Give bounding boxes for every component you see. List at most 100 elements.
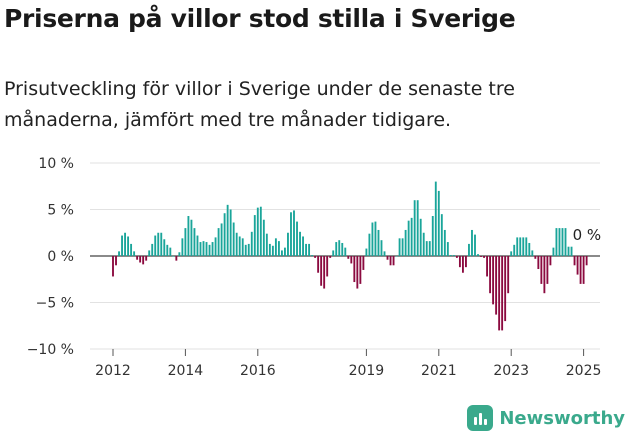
bar <box>253 215 256 256</box>
bar <box>368 233 371 256</box>
bar <box>247 243 250 256</box>
bar <box>175 256 178 261</box>
bar <box>567 246 570 256</box>
bar <box>217 228 220 256</box>
bar <box>552 247 555 256</box>
x-tick-label: 2012 <box>95 363 131 379</box>
bar <box>374 221 377 256</box>
bar <box>446 242 449 256</box>
y-tick-label: 5 % <box>47 203 74 219</box>
bar <box>576 256 579 275</box>
bar <box>558 228 561 256</box>
bar <box>516 237 519 256</box>
chart-subtitle: Prisutveckling för villor i Sverige unde… <box>4 78 515 131</box>
bar <box>205 242 208 256</box>
bar <box>419 218 422 256</box>
bar <box>232 222 235 256</box>
bar <box>223 213 226 256</box>
x-tick-label: 2019 <box>349 363 385 379</box>
bar <box>268 243 271 256</box>
bar <box>154 235 157 256</box>
bar <box>585 256 588 266</box>
brand: Newsworthy <box>467 405 625 431</box>
bar <box>489 256 492 294</box>
bar <box>341 242 344 256</box>
x-tick-label: 2014 <box>168 363 204 379</box>
bar <box>250 231 253 256</box>
bar <box>546 256 549 284</box>
bar <box>431 216 434 256</box>
bar <box>449 255 452 256</box>
bar <box>353 256 356 283</box>
bar <box>422 232 425 256</box>
bar <box>483 256 485 258</box>
bar <box>465 256 467 268</box>
bar <box>323 256 326 289</box>
bar <box>350 256 353 264</box>
y-tick-label: 10 % <box>38 156 74 172</box>
bar <box>302 236 304 256</box>
bar <box>277 241 280 256</box>
bar <box>314 256 317 258</box>
newsworthy-logo-icon <box>467 405 494 431</box>
bar <box>271 245 274 256</box>
bar <box>160 232 163 256</box>
bar <box>386 256 389 260</box>
bar <box>274 238 277 256</box>
bar <box>115 256 117 266</box>
bar <box>265 233 268 256</box>
bar <box>332 250 335 256</box>
bar <box>513 244 516 256</box>
bar <box>317 256 320 273</box>
bar <box>365 248 368 256</box>
bar <box>124 232 126 256</box>
axes: 10 % 5 % 0 % −5 % −10 % 2012 2014 2016 2019 2021 2… <box>27 156 602 379</box>
x-tick-label: 2021 <box>421 363 457 379</box>
bar <box>468 243 470 256</box>
bar <box>561 228 564 256</box>
bar <box>244 244 247 256</box>
bar <box>151 243 154 256</box>
bar <box>540 256 543 284</box>
bar <box>573 256 576 266</box>
bar <box>407 220 410 256</box>
bar <box>293 210 295 256</box>
bar <box>193 228 196 256</box>
bar <box>555 228 558 256</box>
bar <box>311 255 314 256</box>
bar <box>537 256 540 270</box>
bar <box>130 243 133 256</box>
bar <box>410 217 413 256</box>
bar <box>127 236 130 256</box>
bar <box>383 251 386 256</box>
bar <box>308 243 311 256</box>
bars <box>112 181 588 331</box>
bar <box>501 256 504 331</box>
bar <box>498 256 501 331</box>
bar <box>235 232 238 256</box>
bar <box>437 190 440 256</box>
bar <box>136 256 139 260</box>
y-tick-label: −10 % <box>27 342 74 358</box>
bar <box>522 237 525 256</box>
bar <box>356 256 359 289</box>
bar <box>214 237 217 256</box>
bar <box>347 256 350 259</box>
bar <box>287 232 289 256</box>
bar <box>398 238 401 256</box>
bar <box>305 243 307 256</box>
bar <box>570 246 573 256</box>
bar <box>133 251 136 256</box>
bar <box>338 240 341 256</box>
bar <box>534 256 537 259</box>
bar <box>284 247 286 256</box>
chart-title: Priserna på villor stod stilla i Sverige <box>4 4 516 33</box>
bar <box>401 238 404 256</box>
bar <box>256 207 259 256</box>
bar <box>190 219 193 256</box>
bar <box>296 221 298 256</box>
bar <box>528 242 531 256</box>
y-tick-label: −5 % <box>36 296 74 312</box>
bar <box>121 235 123 256</box>
